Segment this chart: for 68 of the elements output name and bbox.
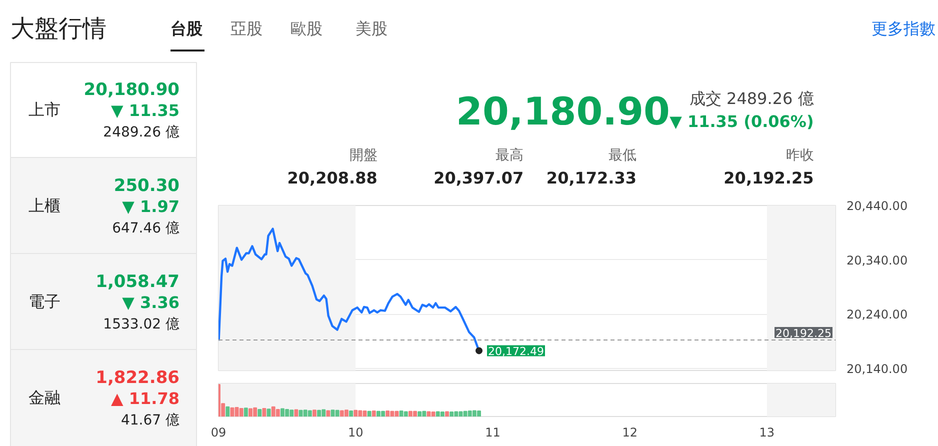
text: 美股 bbox=[356, 19, 388, 38]
text: 歐股 bbox=[290, 19, 322, 38]
text: ▼ 11.35 (0.06%) bbox=[670, 112, 814, 131]
text: ▼ 3.36 bbox=[122, 293, 180, 312]
text: 成交 2489.26 億 bbox=[689, 89, 814, 108]
bar bbox=[312, 410, 316, 416]
y-tick-label: 20,340.00 bbox=[846, 253, 908, 268]
text: ▲ 11.78 bbox=[111, 389, 180, 408]
bar bbox=[226, 406, 230, 416]
bar bbox=[404, 411, 408, 416]
bar bbox=[440, 412, 444, 416]
text: 上櫃 bbox=[28, 196, 60, 215]
text: ▼ 11.35 bbox=[111, 101, 180, 120]
x-tick-label: 10 bbox=[348, 426, 364, 440]
bar bbox=[349, 410, 354, 416]
bar bbox=[276, 408, 280, 416]
annotation: 20,172.49 bbox=[488, 345, 544, 358]
text: 20,192.25 bbox=[724, 168, 814, 188]
x-tick-label: 13 bbox=[759, 426, 775, 440]
bar bbox=[372, 410, 376, 416]
bar bbox=[239, 408, 244, 416]
bar bbox=[344, 410, 348, 416]
text: 1,058.47 bbox=[96, 272, 180, 292]
text: 647.46 億 bbox=[112, 220, 180, 236]
bar bbox=[308, 410, 312, 416]
text: 2489.26 億 bbox=[103, 124, 180, 140]
text: 最高 bbox=[496, 148, 524, 164]
text: 最低 bbox=[608, 148, 637, 164]
text: 開盤 bbox=[349, 148, 378, 164]
text: 昨收 bbox=[786, 148, 814, 164]
y-tick-label: 20,140.00 bbox=[846, 362, 908, 376]
bar bbox=[386, 410, 390, 416]
text: 41.67 億 bbox=[120, 412, 180, 428]
text: 1,822.86 bbox=[96, 368, 180, 388]
bar bbox=[266, 408, 271, 416]
text: 1533.02 億 bbox=[103, 316, 180, 332]
text: ▼ 1.97 bbox=[122, 197, 180, 216]
text: 20,180.90 bbox=[456, 90, 670, 134]
bar bbox=[326, 410, 330, 416]
text: 亞股 bbox=[230, 19, 262, 38]
text: 電子 bbox=[28, 292, 60, 311]
text: 大盤行情 bbox=[10, 14, 106, 42]
x-tick-label: 09 bbox=[210, 426, 226, 440]
text: 20,208.88 bbox=[287, 168, 378, 188]
text: 20,180.90 bbox=[84, 80, 180, 100]
bar bbox=[317, 410, 322, 416]
text: 金融 bbox=[28, 388, 60, 407]
text: 更多指數 bbox=[872, 19, 936, 38]
x-tick-label: 12 bbox=[622, 426, 638, 440]
bar bbox=[418, 411, 422, 416]
bar bbox=[450, 412, 454, 416]
bar bbox=[244, 408, 248, 416]
ref-line-label: 20,192.25 bbox=[776, 326, 832, 340]
bar bbox=[335, 410, 340, 416]
text: 20,397.07 bbox=[434, 168, 524, 188]
bar bbox=[262, 408, 266, 416]
text: 250.30 bbox=[114, 176, 180, 196]
y-tick-label: 20,440.00 bbox=[846, 199, 908, 213]
bar bbox=[367, 410, 372, 416]
bar bbox=[354, 410, 358, 416]
text: 上市 bbox=[28, 100, 60, 119]
text: 20,172.33 bbox=[546, 168, 637, 188]
x-tick-label: 11 bbox=[485, 426, 500, 440]
bar bbox=[294, 409, 298, 416]
bar bbox=[258, 408, 262, 416]
bar bbox=[445, 411, 450, 416]
text: 台股 bbox=[170, 19, 204, 38]
y-tick-label: 20,240.00 bbox=[846, 308, 908, 322]
